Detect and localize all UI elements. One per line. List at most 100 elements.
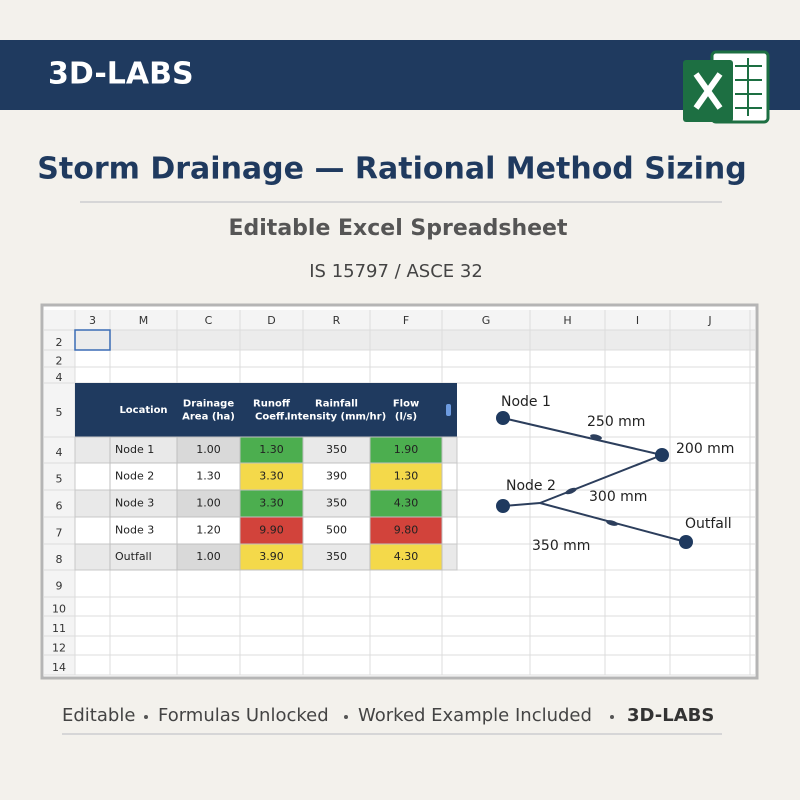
table-header-label: Drainage Area (ha)	[182, 399, 235, 423]
selected-cell	[74, 329, 111, 351]
row-number: 8	[56, 553, 63, 566]
cell-text: Outfall	[115, 550, 152, 563]
table-header-label: Location	[119, 405, 167, 416]
cell-text: 3.30	[259, 470, 284, 483]
cell-text: Node 3	[115, 497, 154, 510]
status-cell	[369, 436, 443, 464]
column-letter: G	[482, 314, 491, 327]
cell-text: 350	[326, 497, 347, 510]
column-letter: M	[139, 314, 149, 327]
footer: Editable Formulas Unlocked Worked Example …	[62, 705, 714, 726]
table-header-label: Flow (l/s)	[393, 399, 419, 423]
column-letter: R	[333, 314, 341, 327]
row-header-bar	[44, 330, 75, 675]
standard: IS 15797 / ASCE 32	[309, 261, 483, 282]
status-cell	[369, 462, 443, 491]
row-band	[75, 330, 755, 350]
cell-text: 1.00	[196, 550, 221, 563]
title: Storm Drainage — Rational Method Sizing	[37, 152, 746, 187]
cell-text: 350	[326, 550, 347, 563]
cell-text: 3.90	[259, 550, 284, 563]
footer-item: Formulas Unlocked	[158, 705, 329, 726]
table-header-label: Rainfall Intensity (mm/hr)	[287, 399, 386, 423]
footer-item: Editable	[62, 705, 135, 726]
node	[496, 411, 510, 425]
node-label: Node 2	[506, 478, 556, 494]
row-number: 9	[56, 580, 63, 593]
cell-text: 9.90	[259, 524, 284, 537]
status-cell	[239, 489, 304, 518]
row-number: 11	[52, 622, 66, 635]
pipe-diagram: Node 1 200 mm Node 2 Outfall 250 mm 300 mm 350…	[496, 394, 734, 554]
row-number: 2	[56, 355, 63, 368]
table-header-label: Runoff Coeff.	[253, 399, 291, 423]
status-cell	[369, 516, 443, 545]
footer-brand: 3D-LABS	[627, 705, 714, 726]
cell-text: 500	[326, 524, 347, 537]
column-letter: I	[636, 314, 639, 327]
status-cell	[369, 489, 443, 518]
column-letter: H	[563, 314, 571, 327]
status-cell	[239, 462, 304, 491]
pipe	[539, 454, 663, 504]
column-header-bar	[44, 310, 755, 330]
column-letter: F	[403, 314, 409, 327]
node	[655, 448, 669, 462]
cell-text: 1.00	[196, 497, 221, 510]
pipe-fitting	[590, 434, 602, 440]
footer-item: Worked Example Included	[358, 705, 592, 726]
separator	[610, 715, 614, 719]
cell-text: Node 2	[115, 470, 154, 483]
row-number: 5	[56, 473, 63, 486]
column-letter: J	[707, 314, 711, 327]
pipe-fitting	[606, 520, 618, 526]
cell-text: 4.30	[394, 550, 419, 563]
pipe	[502, 417, 663, 456]
node	[496, 499, 510, 513]
row-number: 5	[56, 406, 63, 419]
subtitle: Editable Excel Spreadsheet	[228, 216, 567, 241]
scroll-marker	[446, 404, 451, 416]
table-header	[75, 383, 457, 437]
node-label: Node 1	[501, 394, 551, 410]
cell-text: 1.30	[259, 443, 284, 456]
node	[679, 535, 693, 549]
brand: 3D-LABS	[48, 57, 194, 92]
row-number: 12	[52, 642, 66, 655]
cell-text: Node 3	[115, 524, 154, 537]
cell-text: 1.30	[394, 470, 419, 483]
cell-text: 350	[326, 443, 347, 456]
row-number: 7	[56, 527, 63, 540]
cell-text: Node 1	[115, 443, 154, 456]
status-cell	[369, 543, 443, 571]
node-label: 200 mm	[676, 441, 734, 457]
pipe-label: 350 mm	[532, 538, 590, 554]
column-letter: D	[267, 314, 275, 327]
row-number: 10	[52, 603, 66, 616]
sheet-grid: 3 M C D R F G H I J 2 2 4 5 4 5 6 7 8 9 10 11 12 14 Location Drai…	[44, 310, 755, 676]
pipe-fitting	[565, 487, 577, 495]
cell-text: 1.20	[196, 524, 221, 537]
separator	[144, 715, 148, 719]
row-number: 14	[52, 661, 66, 674]
cell-text: 4.30	[394, 497, 419, 510]
excel-icon	[683, 50, 770, 124]
pipe-label: 250 mm	[587, 414, 645, 430]
cell-text: 1.30	[196, 470, 221, 483]
cell-text: 9.80	[394, 524, 419, 537]
cell-text: 390	[326, 470, 347, 483]
header-band	[0, 40, 800, 110]
pipe-label: 300 mm	[589, 489, 647, 505]
column-letter: C	[205, 314, 213, 327]
cell-text: 1.90	[394, 443, 419, 456]
cell-text: 1.00	[196, 443, 221, 456]
row-number: 4	[56, 446, 63, 459]
node-label: Outfall	[685, 516, 732, 532]
column-letter: 3	[89, 314, 96, 327]
row-number: 4	[56, 371, 63, 384]
row-number: 2	[56, 336, 63, 349]
row-number: 6	[56, 500, 63, 513]
status-cell	[239, 436, 304, 464]
cell-text: 3.30	[259, 497, 284, 510]
